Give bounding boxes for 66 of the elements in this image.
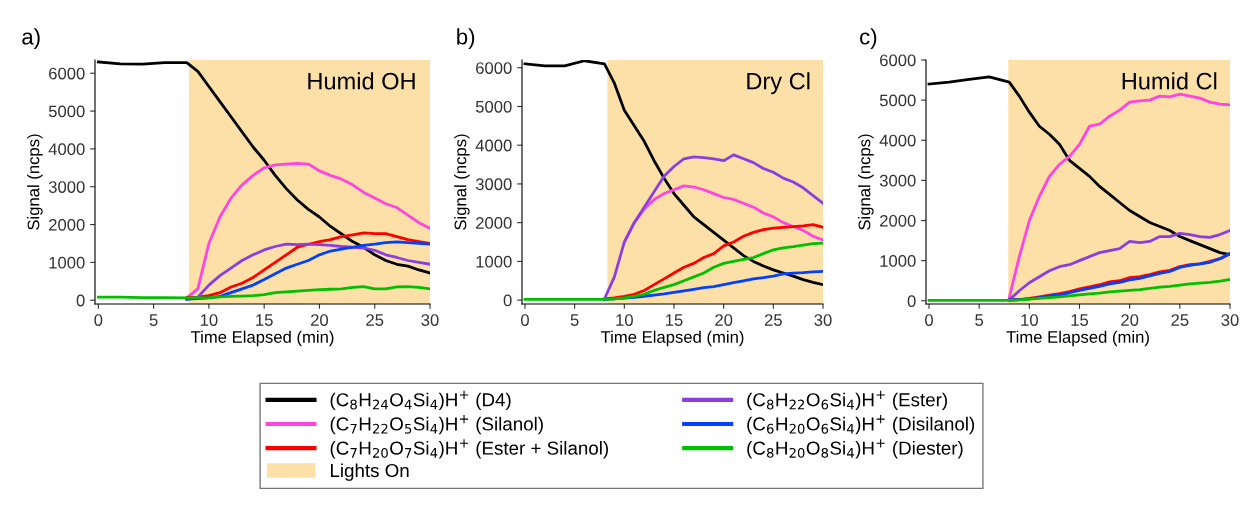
x-tick-label: 20 <box>311 314 329 326</box>
x-axis-title: Time Elapsed (min) <box>1006 330 1149 347</box>
x-tick-label: 30 <box>1221 314 1239 326</box>
x-tick-label: 10 <box>200 314 218 326</box>
y-tick-label: 3000 <box>48 181 85 193</box>
chart-title: a) <box>22 28 40 49</box>
y-tick-label: 5000 <box>475 100 512 113</box>
line-series <box>1007 229 1230 302</box>
line-series <box>603 153 823 301</box>
y-axis-title: Signal (ncps) <box>454 134 470 230</box>
text: (C$_{8}$H$_{22}$O$_{6}$Si$_{4}$)H$^{+}$ (Ester) <box>747 390 947 411</box>
text: (C$_{8}$H$_{20}$O$_{8}$Si$_{4}$)H$^{+}$ (Diester) <box>747 439 963 459</box>
chart-title: c) <box>860 28 877 49</box>
y-tick-label: 6000 <box>49 67 85 80</box>
annotation: Dry Cl <box>747 72 810 95</box>
x-tick-label: 5 <box>570 314 579 326</box>
x-tick-label: 5 <box>149 314 158 326</box>
y-tick-label: 6000 <box>476 62 512 74</box>
y-tick-label: 0 <box>76 294 85 307</box>
x-tick-label: 0 <box>521 314 529 326</box>
text: (C$_{7}$H$_{20}$O$_{7}$Si$_{4}$)H$^{+}$ (Ester + Silanol) <box>330 439 608 459</box>
y-tick-label: 1000 <box>49 256 85 269</box>
text: (C$_{6}$H$_{20}$O$_{6}$Si$_{4}$)H$^{+}$ (Disilanol) <box>747 415 975 435</box>
line-series <box>1007 92 1230 299</box>
x-tick-label: 15 <box>665 314 683 326</box>
y-tick-label: 1000 <box>880 255 916 267</box>
text: (C$_{8}$H$_{24}$O$_{4}$Si$_{4}$)H$^{+}$ (D4) <box>330 390 511 411</box>
x-tick-label: 10 <box>1021 314 1038 326</box>
y-tick-label: 1000 <box>476 255 512 268</box>
x-tick-label: 30 <box>421 314 439 326</box>
x-tick-label: 20 <box>715 314 733 326</box>
y-tick-label: 4000 <box>48 143 85 156</box>
x-tick-label: 10 <box>616 314 633 326</box>
legend-label: Lights On <box>331 463 409 481</box>
y-tick-label: 4000 <box>475 139 512 152</box>
x-tick-label: 0 <box>94 314 103 326</box>
x-tick-label: 30 <box>814 314 832 326</box>
text: (C$_{7}$H$_{22}$O$_{5}$Si$_{4}$)H$^{+}$ (Silanol) <box>330 415 543 435</box>
x-tick-label: 5 <box>975 314 984 326</box>
y-tick-label: 6000 <box>880 54 916 67</box>
x-tick-label: 15 <box>1071 314 1089 326</box>
x-tick-label: 15 <box>256 314 273 326</box>
x-tick-label: 25 <box>1171 314 1189 326</box>
line-series <box>523 241 823 301</box>
y-axis-title: Signal (ncps) <box>27 134 43 230</box>
x-axis-title: Time Elapsed (min) <box>190 330 334 347</box>
y-tick-label: 0 <box>503 294 512 307</box>
annotation: Humid Cl <box>1122 72 1217 90</box>
y-tick-label: 2000 <box>49 218 85 231</box>
y-tick-label: 0 <box>907 295 916 307</box>
y-tick-label: 5000 <box>879 94 916 107</box>
y-tick-label: 2000 <box>476 217 512 229</box>
annotation: Humid OH <box>308 72 415 90</box>
x-tick-label: 20 <box>1121 314 1139 326</box>
y-tick-label: 3000 <box>879 174 916 187</box>
y-tick-label: 3000 <box>475 178 512 191</box>
y-axis-title: Signal (ncps) <box>858 134 874 230</box>
y-tick-label: 2000 <box>880 214 916 227</box>
x-tick-label: 25 <box>764 314 782 326</box>
x-tick-label: 25 <box>366 314 384 326</box>
x-axis-title: Time Elapsed (min) <box>600 330 744 347</box>
x-tick-label: 0 <box>925 314 933 326</box>
y-tick-label: 4000 <box>879 134 916 147</box>
chart-title: b) <box>457 28 475 49</box>
y-tick-label: 5000 <box>48 105 85 118</box>
line-series <box>96 285 430 300</box>
